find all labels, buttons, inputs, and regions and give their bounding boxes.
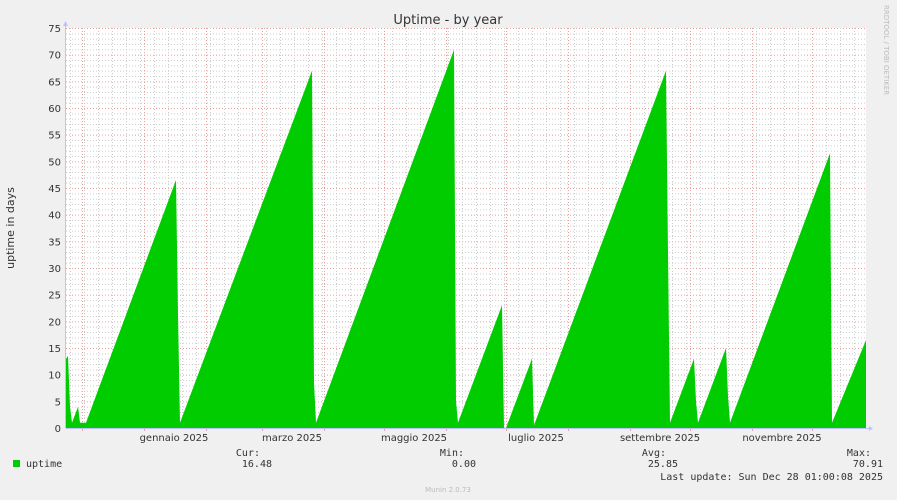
chart-title: Uptime - by year: [393, 13, 503, 28]
y-tick-label: 0: [55, 424, 61, 435]
y-axis-label: uptime in days: [4, 187, 17, 269]
y-tick-label: 10: [48, 371, 61, 382]
legend-swatch-uptime: [13, 460, 20, 467]
y-tick-label: 25: [48, 291, 61, 302]
y-tick-label: 30: [48, 264, 61, 275]
y-tick-label: 60: [48, 104, 61, 115]
y-tick-label: 65: [48, 77, 61, 88]
legend-min-label: Min:: [440, 448, 464, 459]
legend-series-name: uptime: [26, 459, 62, 470]
x-axis-arrow-icon: [869, 426, 873, 431]
y-tick-label: 75: [48, 24, 61, 35]
x-tick-label: settembre 2025: [620, 433, 700, 444]
plot-area: [66, 28, 866, 428]
legend-min-value: 0.00: [452, 459, 476, 470]
x-tick-label: novembre 2025: [742, 433, 821, 444]
y-tick-label: 5: [55, 397, 61, 408]
legend-cur-value: 16.48: [242, 459, 272, 470]
x-tick-label: marzo 2025: [262, 433, 322, 444]
munin-version: Munin 2.0.73: [425, 486, 471, 494]
y-axis-arrow-icon: [63, 21, 68, 26]
rrdtool-watermark: RRDTOOL / TOBI OETIKER: [882, 5, 890, 95]
y-tick-label: 20: [48, 317, 61, 328]
legend-avg-label: Avg:: [642, 448, 666, 459]
legend-cur-label: Cur:: [236, 448, 260, 459]
y-tick-label: 55: [48, 131, 61, 142]
y-tick-label: 35: [48, 237, 61, 248]
x-tick-label: luglio 2025: [508, 433, 564, 444]
uptime-area: [66, 49, 866, 429]
legend-avg-value: 25.85: [648, 459, 678, 470]
x-tick-label: gennaio 2025: [140, 433, 209, 444]
axes: 0 5 10 15 20 25 30 35 40 45 50 55 60 65 70 75 gennaio 20…: [48, 21, 873, 444]
y-tick-label: 15: [48, 344, 61, 355]
y-tick-label: 70: [48, 51, 61, 62]
last-update: Last update: Sun Dec 28 01:00:08 2025: [660, 472, 883, 483]
legend-max-label: Max:: [847, 448, 871, 459]
legend-max-value: 70.91: [853, 459, 883, 470]
y-tick-label: 40: [48, 211, 61, 222]
y-tick-label: 50: [48, 157, 61, 168]
y-tick-label: 45: [48, 184, 61, 195]
x-tick-label: maggio 2025: [381, 433, 447, 444]
